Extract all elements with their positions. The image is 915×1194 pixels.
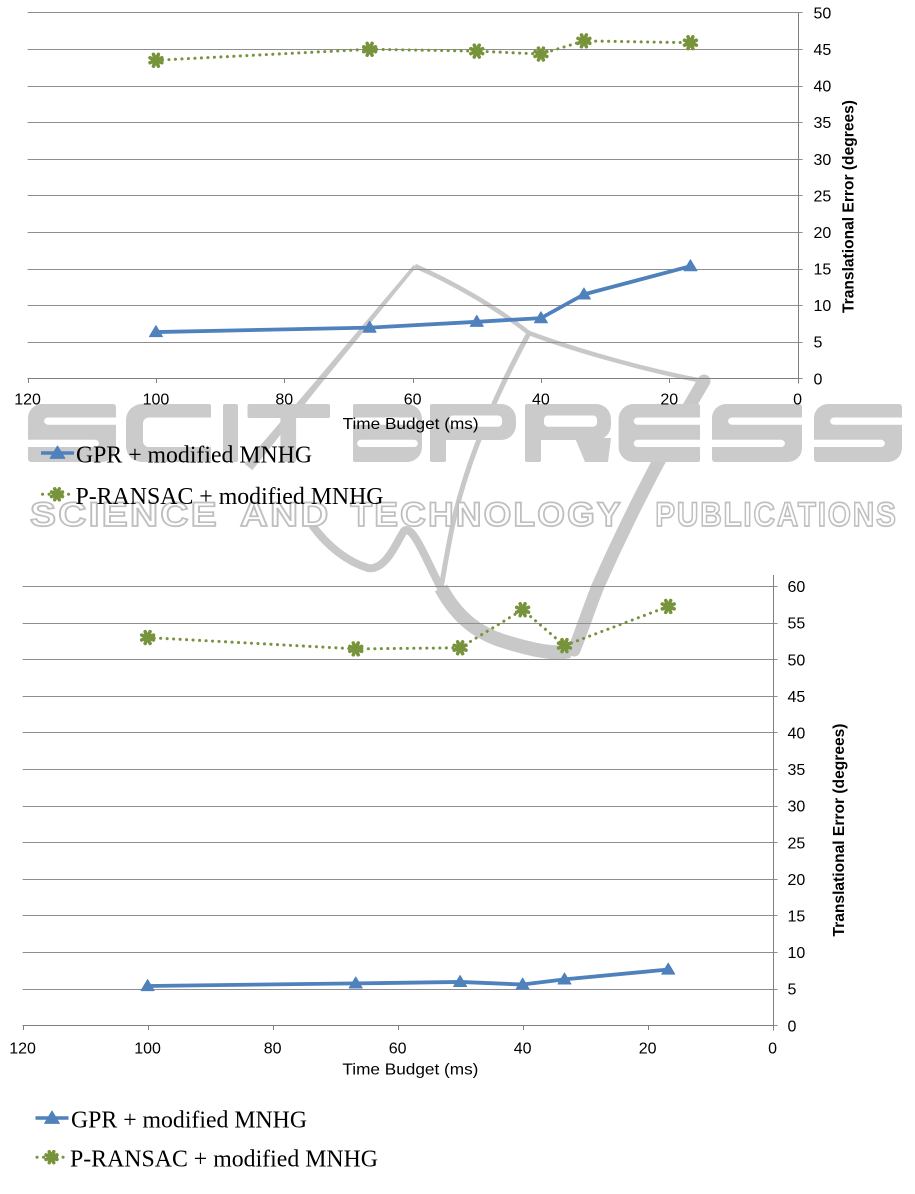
- svg-text:SCIENCE: SCIENCE: [30, 496, 219, 534]
- svg-text:P-RANSAC + modified MNHG: P-RANSAC + modified MNHG: [70, 1147, 378, 1173]
- svg-text:35: 35: [788, 762, 806, 779]
- svg-text:0: 0: [793, 392, 802, 409]
- svg-text:20: 20: [814, 225, 832, 242]
- svg-text:Translational Error (degrees): Translational Error (degrees): [831, 724, 848, 937]
- svg-text:GPR + modified MNHG: GPR + modified MNHG: [71, 1108, 307, 1134]
- svg-text:PUBLICATIONS: PUBLICATIONS: [655, 496, 897, 534]
- svg-text:10: 10: [788, 945, 806, 962]
- svg-text:40: 40: [788, 726, 806, 743]
- svg-text:0: 0: [768, 1041, 777, 1058]
- svg-text:GPR + modified MNHG: GPR + modified MNHG: [76, 443, 312, 469]
- svg-text:25: 25: [788, 835, 806, 852]
- svg-text:35: 35: [814, 115, 832, 132]
- svg-text:15: 15: [814, 262, 832, 279]
- svg-text:Time Budget (ms): Time Budget (ms): [343, 416, 479, 433]
- svg-text:15: 15: [788, 909, 806, 926]
- svg-text:20: 20: [788, 872, 806, 889]
- svg-text:120: 120: [9, 1041, 36, 1058]
- svg-text:30: 30: [814, 152, 832, 169]
- svg-text:100: 100: [134, 1041, 161, 1058]
- svg-text:60: 60: [404, 392, 422, 409]
- svg-text:80: 80: [264, 1041, 282, 1058]
- svg-text:40: 40: [532, 392, 550, 409]
- svg-text:AND: AND: [240, 496, 331, 534]
- svg-text:10: 10: [814, 298, 832, 315]
- svg-text:40: 40: [514, 1041, 532, 1058]
- svg-text:20: 20: [639, 1041, 657, 1058]
- svg-text:50: 50: [814, 6, 832, 23]
- svg-text:0: 0: [788, 1018, 797, 1035]
- svg-text:60: 60: [788, 579, 806, 596]
- svg-text:5: 5: [814, 335, 823, 352]
- svg-text:100: 100: [143, 392, 170, 409]
- svg-text:25: 25: [814, 188, 832, 205]
- svg-text:45: 45: [814, 42, 832, 59]
- svg-text:60: 60: [389, 1041, 407, 1058]
- svg-text:Translational Error (degrees): Translational Error (degrees): [841, 100, 858, 313]
- svg-text:80: 80: [275, 392, 293, 409]
- svg-text:5: 5: [788, 982, 797, 999]
- svg-text:P-RANSAC + modified MNHG: P-RANSAC + modified MNHG: [76, 484, 384, 510]
- svg-text:Time Budget (ms): Time Budget (ms): [342, 1062, 478, 1079]
- svg-text:55: 55: [788, 616, 806, 633]
- svg-text:TECHNOLOGY: TECHNOLOGY: [350, 496, 622, 534]
- svg-text:0: 0: [814, 371, 823, 388]
- svg-text:40: 40: [814, 79, 832, 96]
- svg-text:45: 45: [788, 689, 806, 706]
- svg-text:50: 50: [788, 652, 806, 669]
- svg-text:30: 30: [788, 799, 806, 816]
- svg-text:20: 20: [660, 392, 678, 409]
- svg-text:120: 120: [14, 392, 41, 409]
